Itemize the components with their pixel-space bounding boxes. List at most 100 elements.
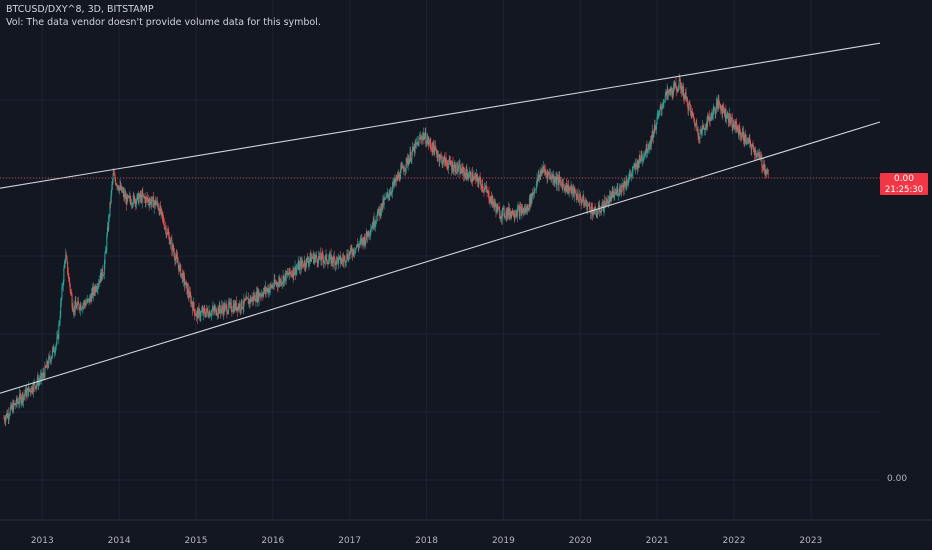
candle-body xyxy=(432,142,434,152)
candle-body xyxy=(327,262,329,265)
x-tick-label: 2016 xyxy=(261,536,284,546)
candle-body xyxy=(564,187,566,188)
candle-body xyxy=(108,216,110,230)
candle-body xyxy=(290,272,292,275)
candle-body xyxy=(691,111,693,117)
trendline[interactable] xyxy=(0,121,881,394)
candle-body xyxy=(66,257,68,262)
candle-body xyxy=(365,231,367,240)
candle-body xyxy=(602,201,604,211)
candle-body xyxy=(165,227,167,229)
candle-body xyxy=(668,89,670,92)
candle-body xyxy=(456,163,458,172)
candle-body xyxy=(244,299,246,302)
candle-body xyxy=(494,201,496,207)
candle-body xyxy=(151,197,153,202)
candle-body xyxy=(514,214,516,218)
candle-body xyxy=(557,176,559,179)
candle-body xyxy=(449,160,451,165)
candle-body xyxy=(451,162,453,170)
candle-body xyxy=(156,200,158,204)
candle-body xyxy=(587,205,589,210)
candle-body xyxy=(348,253,350,261)
candle-body xyxy=(168,233,170,236)
candle-body xyxy=(730,120,732,122)
candle-body xyxy=(566,189,568,192)
candle-body xyxy=(400,166,402,170)
candle-body xyxy=(643,154,645,156)
candle-body xyxy=(344,256,346,264)
candle-body xyxy=(204,309,206,315)
candle-body xyxy=(221,306,223,310)
candle-body xyxy=(105,249,107,251)
candle-body xyxy=(441,156,443,158)
candle-body xyxy=(221,306,223,310)
candle-body xyxy=(151,201,153,205)
candle-body xyxy=(763,163,765,171)
candle-body xyxy=(610,196,612,201)
candle-body xyxy=(334,258,336,266)
candle-body xyxy=(196,310,198,313)
candle-body xyxy=(21,394,23,401)
candle-body xyxy=(177,262,179,266)
candle-body xyxy=(662,102,664,107)
candle-body xyxy=(528,208,530,210)
candle-body xyxy=(544,171,546,172)
symbol-title[interactable]: BTCUSD/DXY^8, 3D, BITSTAMP xyxy=(6,4,154,15)
candle-body xyxy=(353,249,355,254)
candle-body xyxy=(572,187,574,189)
candle-body xyxy=(328,260,330,265)
candle-body xyxy=(182,273,184,283)
candle-body xyxy=(421,138,423,140)
candle-body xyxy=(595,208,597,214)
candle-body xyxy=(114,175,116,180)
candle-body xyxy=(87,298,89,300)
candle-body xyxy=(309,253,311,260)
x-tick-label: 2015 xyxy=(185,536,208,546)
trendline-group[interactable] xyxy=(0,42,881,394)
candle-body xyxy=(478,180,480,185)
candle-body xyxy=(529,198,531,206)
candle-body xyxy=(86,299,88,303)
candle-body xyxy=(619,185,621,194)
candle-body xyxy=(281,283,283,285)
candle-body xyxy=(537,178,539,181)
candle-body xyxy=(416,142,418,144)
candle-body xyxy=(600,208,602,213)
candle-body xyxy=(650,140,652,146)
x-tick-label: 2021 xyxy=(646,536,669,546)
candle-body xyxy=(617,194,619,196)
candle-body xyxy=(250,297,252,302)
candle-body xyxy=(496,204,498,213)
candle-body xyxy=(219,304,221,310)
candle-body xyxy=(559,180,561,181)
candle-body xyxy=(185,282,187,283)
candle-body xyxy=(230,302,232,311)
time-axis[interactable]: 2013 2014 2015 2016 2017 2018 2019 2020 2021 2022… xyxy=(31,536,822,546)
candle-body xyxy=(8,416,10,418)
candle-body xyxy=(328,259,330,261)
candle-body xyxy=(111,184,113,191)
candle-body xyxy=(283,276,285,284)
candle-body xyxy=(684,92,686,95)
candle-body xyxy=(117,185,119,189)
candle-body xyxy=(637,160,639,168)
candle-body xyxy=(304,260,306,267)
candle-body xyxy=(721,106,723,114)
candle-body xyxy=(418,138,420,146)
candle-body xyxy=(726,114,728,119)
candle-body xyxy=(125,196,127,199)
candle-body xyxy=(173,250,175,253)
candle-body xyxy=(758,152,760,154)
candle-body xyxy=(396,177,398,181)
candlestick-series[interactable] xyxy=(3,73,769,427)
candle-body xyxy=(679,80,681,89)
candle-body xyxy=(89,296,91,303)
trendline[interactable] xyxy=(0,42,881,189)
candle-body xyxy=(735,121,737,125)
candle-body xyxy=(438,154,440,162)
candle-body xyxy=(118,188,120,191)
candle-body xyxy=(626,183,628,186)
candle-body xyxy=(154,200,156,203)
